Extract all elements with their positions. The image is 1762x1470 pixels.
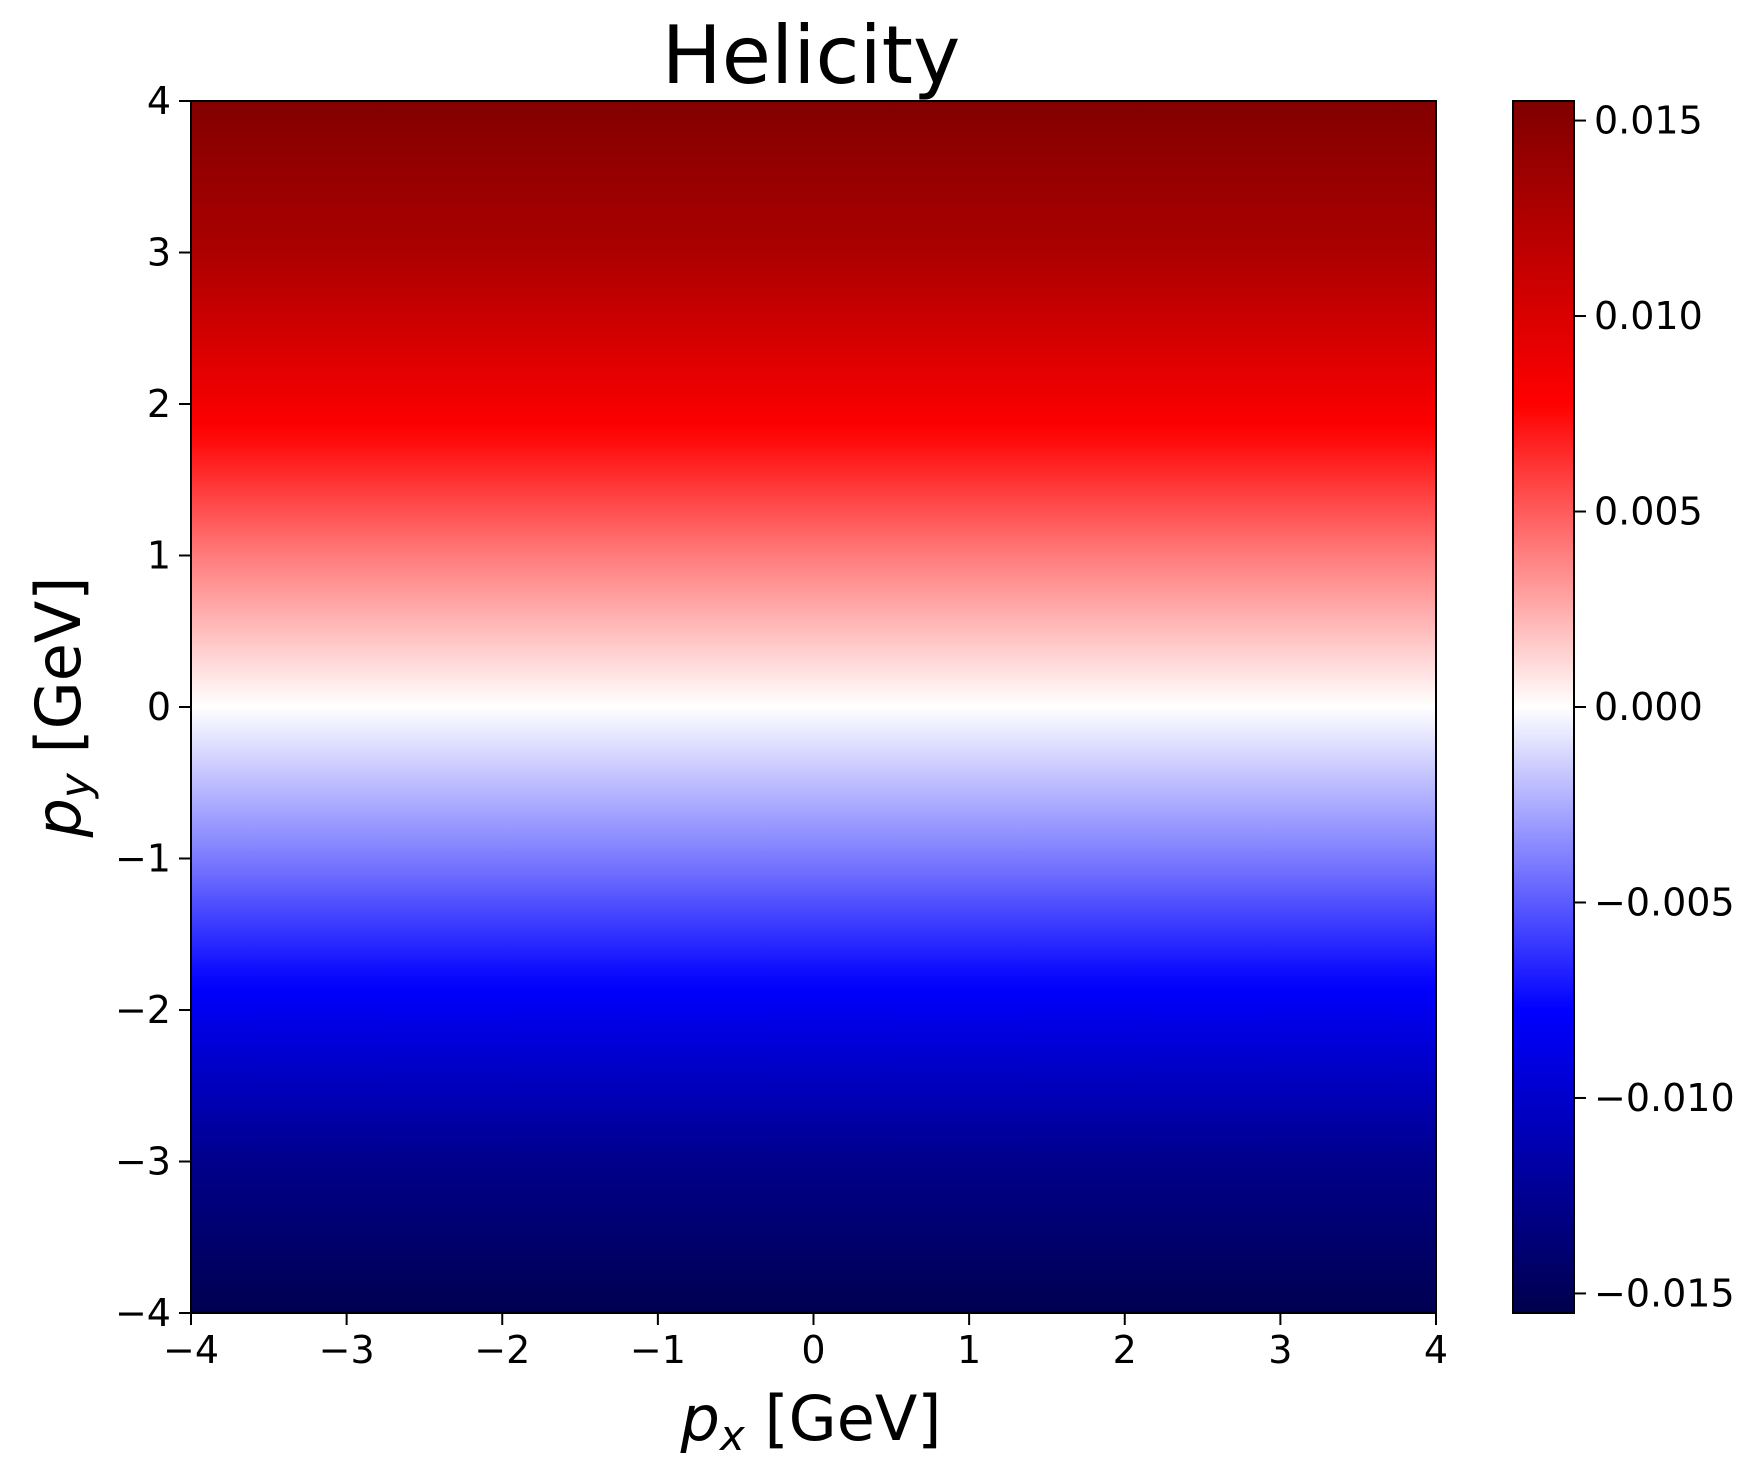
heatmap-area: [191, 101, 1436, 1313]
colorbar-tick-label: 0.005: [1594, 490, 1703, 534]
y-axis-ticks: −4 −3 −2 −1 0 1 2 3 4: [115, 79, 191, 1335]
x-tick-label: 2: [1113, 1328, 1137, 1372]
y-tick-label: 0: [147, 685, 171, 729]
chart-title: Helicity: [662, 9, 961, 102]
y-tick-label: −2: [115, 988, 171, 1032]
colorbar-tick-label: 0.015: [1594, 99, 1703, 143]
x-tick-label: −1: [630, 1328, 686, 1372]
colorbar-tick-label: 0.000: [1594, 685, 1703, 729]
y-tick-label: −3: [115, 1140, 171, 1184]
y-tick-label: −4: [115, 1291, 171, 1335]
y-tick-label: −1: [115, 837, 171, 881]
x-tick-label: −4: [163, 1328, 219, 1372]
y-axis-label: py [GeV]: [22, 577, 100, 839]
colorbar: [1513, 101, 1574, 1313]
y-tick-label: 3: [147, 231, 171, 275]
x-tick-label: 3: [1268, 1328, 1292, 1372]
colorbar-tick-label: −0.005: [1594, 880, 1735, 924]
colorbar-tick-label: 0.010: [1594, 294, 1703, 338]
x-tick-label: −3: [319, 1328, 375, 1372]
y-tick-label: 1: [147, 534, 171, 578]
colorbar-ticks: −0.015 −0.010 −0.005 0.000 0.005 0.010 0.015: [1574, 99, 1735, 1315]
x-axis-label: px [GeV]: [680, 1382, 942, 1460]
x-tick-label: 1: [957, 1328, 981, 1372]
colorbar-tick-label: −0.010: [1594, 1076, 1735, 1120]
x-tick-label: 0: [801, 1328, 825, 1372]
y-tick-label: 4: [147, 79, 171, 123]
x-tick-label: −2: [474, 1328, 530, 1372]
colorbar-tick-label: −0.015: [1594, 1271, 1735, 1315]
x-axis-ticks: −4 −3 −2 −1 0 1 2 3 4: [163, 1313, 1448, 1372]
x-tick-label: 4: [1424, 1328, 1448, 1372]
y-tick-label: 2: [147, 382, 171, 426]
